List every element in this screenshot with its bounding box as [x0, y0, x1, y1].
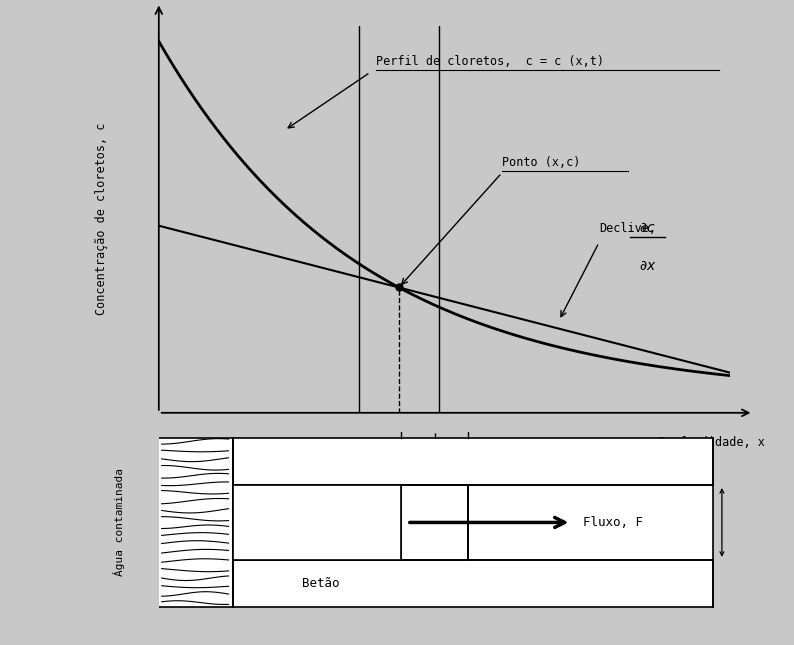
Text: Ponto (x,c): Ponto (x,c)	[502, 156, 580, 169]
Bar	[159, 437, 233, 608]
Text: Declive,: Declive,	[599, 222, 656, 235]
Text: Profundidade, x: Profundidade, x	[658, 436, 765, 449]
Text: Água contaminada: Água contaminada	[113, 468, 125, 577]
Bar	[401, 485, 468, 560]
Text: Perfil de cloretos,  c = c (x,t): Perfil de cloretos, c = c (x,t)	[376, 55, 604, 68]
Text: Fluxo, F: Fluxo, F	[583, 516, 643, 529]
Bar	[233, 437, 713, 485]
Text: Betão: Betão	[302, 577, 339, 590]
Bar	[233, 485, 401, 560]
Bar	[233, 485, 713, 560]
Text: $\partial c$: $\partial c$	[639, 221, 656, 235]
Text: Concentração de cloretos, c: Concentração de cloretos, c	[95, 123, 108, 315]
Bar	[233, 560, 713, 608]
Bar	[401, 485, 468, 560]
Bar	[233, 485, 468, 560]
Text: $\partial x$: $\partial x$	[639, 259, 657, 273]
